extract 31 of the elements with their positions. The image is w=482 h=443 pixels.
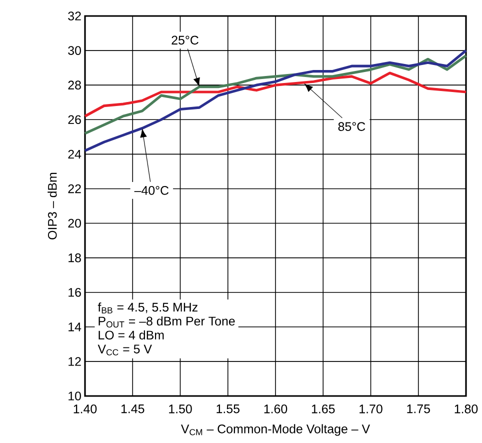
annotation: V$_{CC}$ = 5 V [98,344,152,356]
y-tick-label: 28 [68,80,81,90]
annotation: –40°C [134,186,169,195]
x-tick-label: 1.80 [454,404,478,414]
y-tick-label: 18 [68,253,81,262]
x-tick-label: 1.60 [264,404,288,414]
x-tick-label: 1.75 [407,404,430,414]
x-tick-label: 1.70 [360,404,382,414]
annotation: 25°C [172,36,198,45]
y-tick-label: 10 [68,392,81,400]
annotation: f$_{BB}$ = 4.5, 5.5 MHz [98,302,198,314]
y-tick-label: 26 [68,115,81,124]
y-tick-label: 22 [68,184,81,194]
annotation: LO = 4 dBm [98,330,164,340]
y-tick-label: 24 [68,150,82,159]
y-tick-label: 30 [68,46,81,55]
annotation: 85°C [338,122,366,131]
annotation: P$_{OUT}$ = –8 dBm Per Tone [98,316,235,328]
y-tick-label: 16 [68,288,81,297]
x-tick-label: 1.45 [121,404,144,414]
x-tick-label: 1.50 [169,404,192,414]
y-tick-label: 20 [68,218,81,228]
line-series [84,49,468,152]
x-tick-label: 1.55 [216,404,240,414]
y-tick-label: 32 [68,12,81,20]
y-tick-label: 12 [68,357,81,366]
y-tick-label: 14 [68,322,82,332]
x-axis-title: V$_{CM}$ – Common-Mode Voltage – V [180,424,370,436]
y-axis-title: OIP3 – dBm [48,172,57,240]
x-tick-label: 1.65 [312,404,335,414]
x-tick-label: 1.40 [74,404,97,414]
